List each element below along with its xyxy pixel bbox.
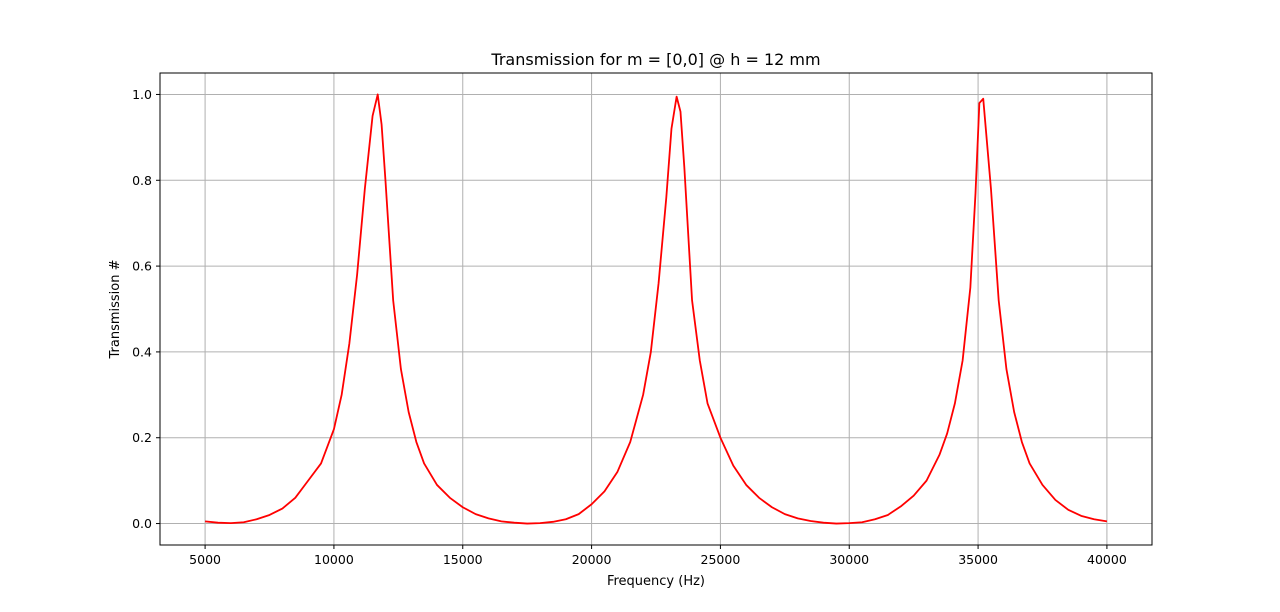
- x-axis-label: Frequency (Hz): [607, 574, 705, 589]
- y-axis-ticks: 0.0 0.2 0.4 0.6 0.8 1.0: [132, 87, 160, 531]
- y-tick-label: 0.8: [132, 173, 152, 188]
- x-tick-label: 40000: [1087, 552, 1127, 567]
- y-axis-label: Transmission #: [108, 259, 123, 359]
- grid-lines: [160, 73, 1152, 545]
- x-tick-label: 10000: [314, 552, 354, 567]
- y-tick-label: 0.2: [132, 430, 152, 445]
- x-axis-ticks: 5000 10000 15000 20000 25000 30000 35000 40000: [189, 545, 1127, 567]
- x-tick-label: 25000: [701, 552, 741, 567]
- y-tick-label: 0.6: [132, 259, 152, 274]
- x-tick-label: 15000: [443, 552, 483, 567]
- series-line: [205, 93, 1108, 525]
- series-layer: [205, 93, 1108, 525]
- x-tick-label: 20000: [572, 552, 612, 567]
- chart-title: Transmission for m = [0,0] @ h = 12 mm: [490, 50, 820, 69]
- plot-frame: [159, 72, 1153, 546]
- y-tick-label: 0.4: [132, 344, 152, 359]
- x-tick-label: 30000: [829, 552, 869, 567]
- y-tick-label: 1.0: [132, 87, 152, 102]
- y-tick-label: 0.0: [132, 516, 152, 531]
- x-tick-label: 5000: [189, 552, 221, 567]
- x-tick-label: 35000: [958, 552, 998, 567]
